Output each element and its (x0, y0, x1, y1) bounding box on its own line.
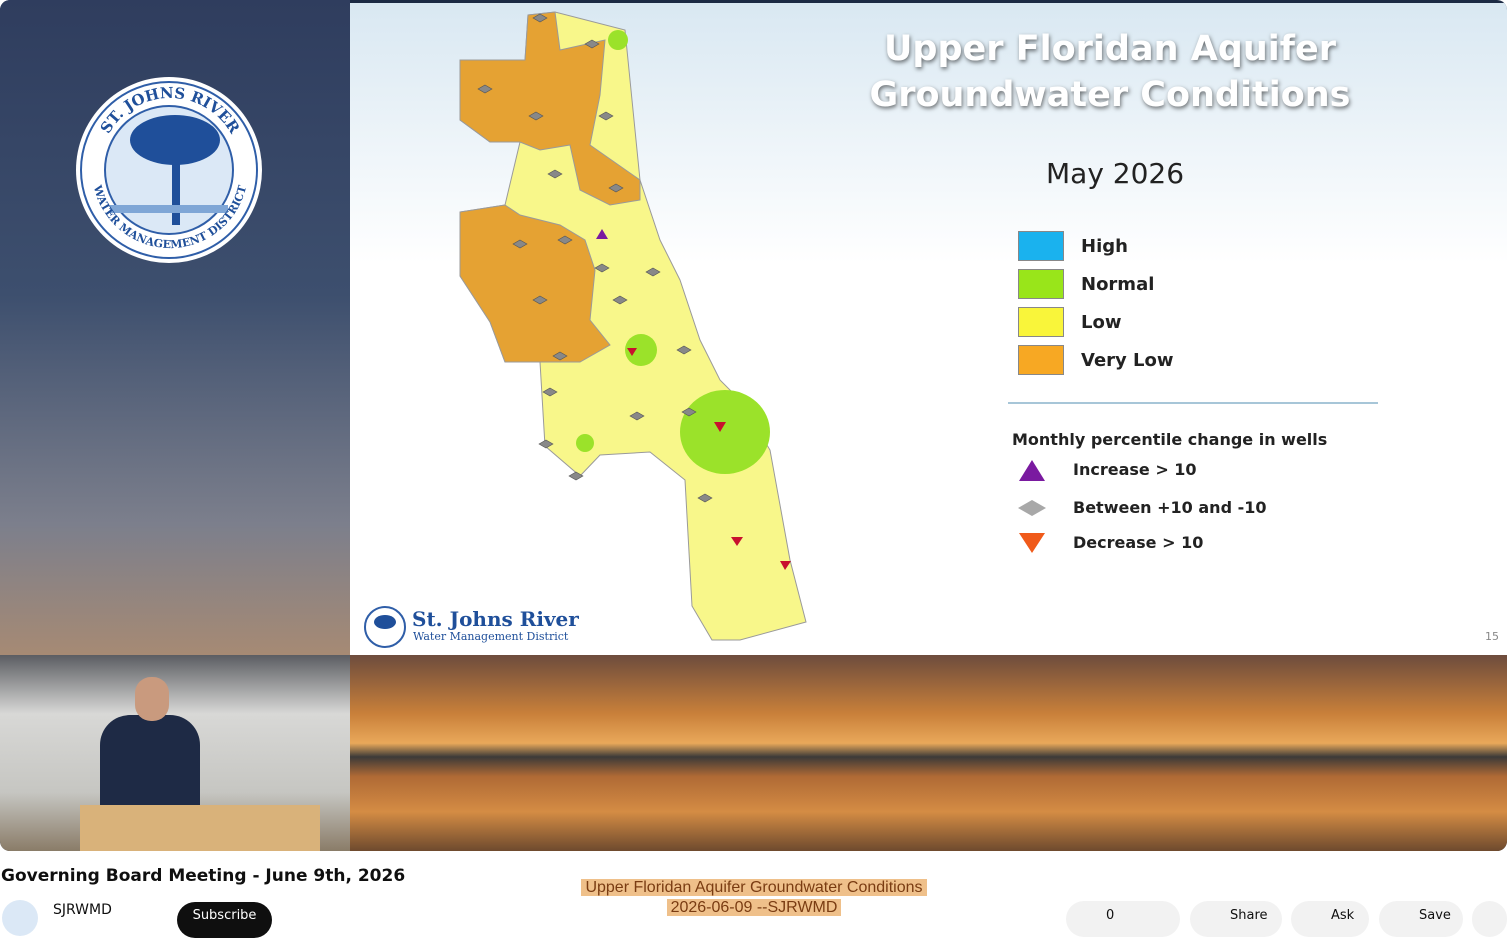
legend-label: Normal (1081, 274, 1155, 295)
wells-item: Increase > 10 (1073, 460, 1197, 479)
save-button[interactable]: Save (1379, 901, 1463, 937)
seal-ring (80, 81, 258, 259)
logo-name: St. Johns River (412, 607, 579, 631)
region-normal (680, 390, 770, 474)
slide-date: May 2026 (1046, 157, 1185, 190)
legend-label: Low (1081, 312, 1122, 333)
wells-item: Between +10 and -10 (1073, 498, 1267, 517)
well-markers (477, 13, 713, 503)
share-button[interactable]: Share (1190, 901, 1282, 937)
sunset-image (350, 655, 1507, 851)
well-increase (596, 229, 608, 239)
wells-title: Monthly percentile change in wells (1012, 430, 1328, 449)
tree-crown (130, 115, 220, 165)
legend-label: Very Low (1081, 350, 1174, 371)
legend-label: High (1081, 236, 1128, 257)
legend-increase-icon (1019, 460, 1045, 481)
channel-name[interactable]: SJRWMD (53, 902, 112, 918)
slide: Upper Floridan Aquifer Groundwater Condi… (350, 3, 1507, 655)
legend-item: High (1018, 231, 1318, 263)
caption-line: Upper Floridan Aquifer Groundwater Condi… (581, 879, 927, 896)
logo-tree (374, 615, 396, 629)
caption: Upper Floridan Aquifer Groundwater Condi… (560, 878, 948, 918)
region-normal (608, 30, 628, 50)
legend-swatch (1018, 345, 1064, 375)
legend-item: Low (1018, 307, 1318, 339)
podium (80, 805, 320, 851)
tree-trunk (172, 150, 180, 225)
legend-item: Very Low (1018, 345, 1318, 377)
subscribe-button[interactable]: Subscribe (177, 902, 272, 938)
region-normal (576, 434, 594, 452)
water (110, 205, 228, 213)
slide-title-1: Upper Floridan Aquifer (884, 29, 1336, 69)
channel-avatar[interactable] (2, 900, 38, 936)
legend-swatch (1018, 231, 1064, 261)
slide-title-2: Groundwater Conditions (869, 75, 1351, 115)
speaker-inset (0, 655, 350, 851)
legend-item: Normal (1018, 269, 1318, 301)
map (364, 11, 1378, 648)
more-button[interactable] (1472, 901, 1507, 937)
legend-decrease-icon (1019, 533, 1045, 553)
legend-between-icon (1018, 500, 1046, 516)
speaker-head (135, 677, 169, 721)
page-number: 15 (1485, 630, 1499, 643)
logo-sub: Water Management District (413, 630, 569, 643)
video-title: Governing Board Meeting - June 9th, 2026 (1, 866, 406, 886)
legend-swatch (1018, 307, 1064, 337)
seal: ST. JOHNS RIVER WATER MANAGEMENT DISTRIC… (76, 77, 262, 263)
legend-swatch (1018, 269, 1064, 299)
well-decrease (627, 348, 791, 570)
region-very-low (459, 11, 641, 206)
ask-button[interactable]: Ask (1291, 901, 1369, 937)
wells-item: Decrease > 10 (1073, 533, 1204, 552)
region-normal (625, 334, 657, 366)
caption-line: 2026-06-09 --SJRWMD (666, 899, 842, 916)
region-low (459, 11, 807, 641)
like-button[interactable]: 0 (1066, 901, 1180, 937)
video-player[interactable]: ST. JOHNS RIVER WATER MANAGEMENT DISTRIC… (0, 0, 1507, 851)
slide-background: ST. JOHNS RIVER WATER MANAGEMENT DISTRIC… (0, 0, 350, 655)
region-very-low (459, 204, 611, 363)
